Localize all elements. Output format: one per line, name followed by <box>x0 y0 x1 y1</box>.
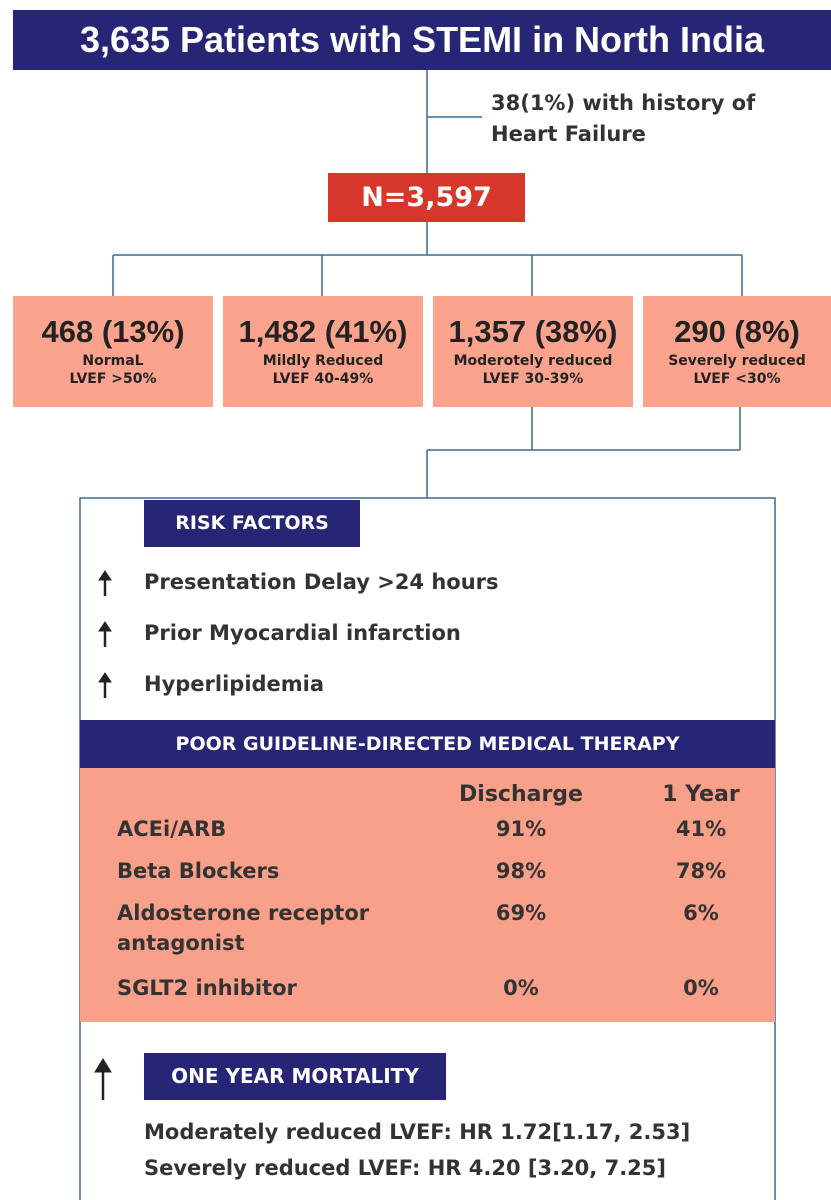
discharge-pct: 69% <box>495 901 547 925</box>
total: N=3,597 <box>328 173 525 222</box>
mortality-lines: Moderately reduced LVEF: HR 1.72[1.17, 2… <box>144 1114 690 1186</box>
group-label: Mildly Reduced <box>262 353 384 369</box>
note-line: 38(1%) with history of <box>491 91 756 115</box>
year-pct: 78% <box>675 859 727 883</box>
year-pct: 41% <box>675 817 727 841</box>
group-label: NormaL <box>82 353 144 369</box>
year-pct: 6% <box>683 901 719 925</box>
drug: Beta Blockers <box>117 859 280 883</box>
discharge-pct: 91% <box>495 817 547 841</box>
gdmt-title: POOR GUIDELINE-DIRECTED MEDICAL THERAPY <box>80 720 775 768</box>
discharge-pct: 98% <box>495 859 547 883</box>
group-count: 468 (13%) <box>41 314 185 349</box>
note: 38(1%) with history of Heart Failure <box>491 88 755 150</box>
gdmt-table: Discharge 1 Year ACEi/ARB 91% 41% Beta Bloc… <box>80 768 775 1022</box>
group-label: Moderotely reduced <box>453 353 613 369</box>
risk-item: Hyperlipidemia <box>144 672 325 696</box>
group-count: 290 (8%) <box>674 314 800 349</box>
col-header: Discharge <box>459 782 583 807</box>
group-label: Severely reduced <box>668 353 806 369</box>
group-label: LVEF 40-49% <box>272 371 374 387</box>
group-label: LVEF >50% <box>69 371 157 387</box>
risk-title: RISK FACTORS <box>144 500 360 547</box>
drug: SGLT2 inhibitor <box>117 976 297 1000</box>
group-box: 290 (8%) Severely reduced LVEF <30% <box>643 296 831 407</box>
mortality-line: Moderately reduced LVEF: HR 1.72[1.17, 2… <box>144 1120 691 1144</box>
group-count: 1,482 (41%) <box>238 314 408 349</box>
mortality-line: Severely reduced LVEF: HR 4.20 [3.20, 7.… <box>144 1156 666 1180</box>
discharge-pct: 0% <box>503 976 539 1000</box>
group-count: 1,357 (38%) <box>448 314 618 349</box>
group-box: 468 (13%) NormaL LVEF >50% <box>13 296 213 407</box>
group-box: 1,357 (38%) Moderotely reduced LVEF 30-39% <box>433 296 633 407</box>
drug: Aldosterone receptor antagonist <box>117 901 370 955</box>
risk-item: Presentation Delay >24 hours <box>144 570 499 594</box>
group-box: 1,482 (41%) Mildly Reduced LVEF 40-49% <box>223 296 423 407</box>
group-label: LVEF <30% <box>693 371 781 387</box>
title: 3,635 Patients with STEMI in North India <box>13 10 831 70</box>
drug: ACEi/ARB <box>117 817 227 841</box>
note-line: Heart Failure <box>491 122 646 146</box>
mortality-title: ONE YEAR MORTALITY <box>144 1053 446 1100</box>
col-header: 1 Year <box>662 782 740 807</box>
group-label: LVEF 30-39% <box>482 371 584 387</box>
year-pct: 0% <box>683 976 719 1000</box>
risk-item: Prior Myocardial infarction <box>144 621 461 645</box>
